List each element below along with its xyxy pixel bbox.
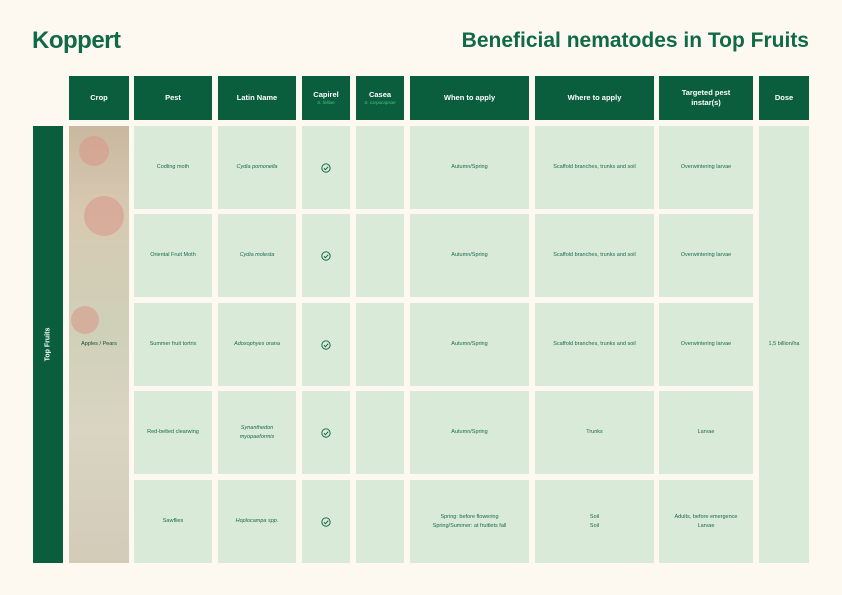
- latin-text: Synanthedon myopaeformis: [239, 424, 275, 440]
- latin-text: Cydia pomonella: [236, 164, 278, 171]
- instar-text: Overwintering larvae: [680, 341, 732, 348]
- header-crop: Crop: [69, 76, 129, 120]
- when-cell: Autumn/Spring: [410, 391, 529, 474]
- where-text: Scaffold branches, trunks and soil: [553, 252, 636, 259]
- header-label: Where to apply: [567, 93, 622, 103]
- where-cell: Soil Soil: [535, 480, 654, 563]
- pest-text: Sawflies: [162, 518, 184, 525]
- dose-value: 1,5 billion/ha: [768, 341, 800, 348]
- where-text: Soil: [589, 513, 600, 520]
- check-circle-icon: [321, 339, 331, 350]
- page-title: Beneficial nematodes in Top Fruits: [461, 29, 809, 52]
- check-circle-icon: [321, 162, 331, 173]
- pest-cell: Red-belted clearwing: [134, 391, 212, 474]
- instar-cell: Overwintering larvae: [659, 126, 753, 209]
- latin-cell: Cydia pomonella: [218, 126, 296, 209]
- crop-image-cell: Apples / Pears: [69, 126, 129, 563]
- header-label: Crop: [90, 93, 108, 103]
- pest-text: Summer fruit tortrix: [149, 341, 197, 348]
- header-casea: Casea S. carpocapsae: [356, 76, 404, 120]
- when-text: Autumn/Spring: [451, 341, 488, 348]
- casea-cell: [356, 214, 404, 297]
- header-capirel: Capirel S. feltiae: [302, 76, 350, 120]
- where-cell: Scaffold branches, trunks and soil: [535, 214, 654, 297]
- latin-cell: Hoplocampa spp.: [218, 480, 296, 563]
- when-cell: Spring: before flowering Spring/Summer: a…: [410, 480, 529, 563]
- header-label: Dose: [774, 93, 794, 103]
- capirel-cell: [302, 303, 350, 386]
- dose-cell: 1,5 billion/ha: [759, 126, 809, 563]
- header-where: Where to apply: [535, 76, 654, 120]
- pest-text: Red-belted clearwing: [147, 429, 199, 436]
- category-label: Top Fruits: [33, 126, 63, 563]
- crop-name: Apples / Pears: [81, 341, 117, 348]
- instar-text: Overwintering larvae: [680, 252, 732, 259]
- check-circle-icon: [321, 250, 331, 261]
- casea-cell: [356, 391, 404, 474]
- when-cell: Autumn/Spring: [410, 303, 529, 386]
- instar-text: Larvae: [697, 522, 715, 529]
- pest-cell: Summer fruit tortrix: [134, 303, 212, 386]
- capirel-cell: [302, 480, 350, 563]
- casea-cell: [356, 303, 404, 386]
- where-cell: Trunks: [535, 391, 654, 474]
- instar-text: Overwintering larvae: [680, 164, 732, 171]
- where-cell: Scaffold branches, trunks and soil: [535, 126, 654, 209]
- when-text: Spring/Summer: at fruitlets fall: [432, 522, 507, 529]
- header-sub: S. carpocapsae: [364, 99, 396, 105]
- casea-cell: [356, 480, 404, 563]
- latin-cell: Cydia molesta: [218, 214, 296, 297]
- when-text: Autumn/Spring: [451, 429, 488, 436]
- pest-cell: Oriental Fruit Moth: [134, 214, 212, 297]
- where-text: Scaffold branches, trunks and soil: [553, 164, 636, 171]
- instar-text: Adults, before emergence: [674, 513, 738, 520]
- latin-text: Hoplocampa spp.: [235, 518, 279, 525]
- capirel-cell: [302, 214, 350, 297]
- header-label: Pest: [165, 93, 181, 103]
- where-cell: Scaffold branches, trunks and soil: [535, 303, 654, 386]
- when-cell: Autumn/Spring: [410, 214, 529, 297]
- pest-text: Codling moth: [156, 164, 190, 171]
- when-text: Autumn/Spring: [451, 252, 488, 259]
- header-dose: Dose: [759, 76, 809, 120]
- instar-cell: Adults, before emergence Larvae: [659, 480, 753, 563]
- latin-text: Cydia molesta: [239, 252, 275, 259]
- instar-cell: Larvae: [659, 391, 753, 474]
- category-text: Top Fruits: [44, 327, 52, 362]
- latin-text: Adoxophyes orana: [234, 341, 280, 348]
- header-label: Targeted pest instar(s): [681, 88, 731, 107]
- when-text: Spring: before flowering: [440, 513, 499, 520]
- when-cell: Autumn/Spring: [410, 126, 529, 209]
- capirel-cell: [302, 391, 350, 474]
- latin-cell: Synanthedon myopaeformis: [218, 391, 296, 474]
- pest-cell: Codling moth: [134, 126, 212, 209]
- when-text: Autumn/Spring: [451, 164, 488, 171]
- latin-cell: Adoxophyes orana: [218, 303, 296, 386]
- header-instar: Targeted pest instar(s): [659, 76, 753, 120]
- pest-cell: Sawflies: [134, 480, 212, 563]
- header-label: Capirel: [313, 90, 339, 100]
- header-label: When to apply: [443, 93, 496, 103]
- capirel-cell: [302, 126, 350, 209]
- header-latin: Latin Name: [218, 76, 296, 120]
- header-label: Latin Name: [236, 93, 278, 103]
- check-circle-icon: [321, 516, 331, 527]
- header-pest: Pest: [134, 76, 212, 120]
- instar-text: Larvae: [697, 429, 715, 436]
- casea-cell: [356, 126, 404, 209]
- header-when: When to apply: [410, 76, 529, 120]
- check-circle-icon: [321, 427, 331, 438]
- where-text: Soil: [589, 522, 600, 529]
- pest-text: Oriental Fruit Moth: [150, 252, 196, 259]
- header-label: Casea: [368, 90, 392, 100]
- instar-cell: Overwintering larvae: [659, 303, 753, 386]
- where-text: Trunks: [586, 429, 603, 436]
- instar-cell: Overwintering larvae: [659, 214, 753, 297]
- where-text: Scaffold branches, trunks and soil: [553, 341, 636, 348]
- header-sub: S. feltiae: [317, 99, 335, 105]
- koppert-logo: Koppert: [32, 27, 121, 54]
